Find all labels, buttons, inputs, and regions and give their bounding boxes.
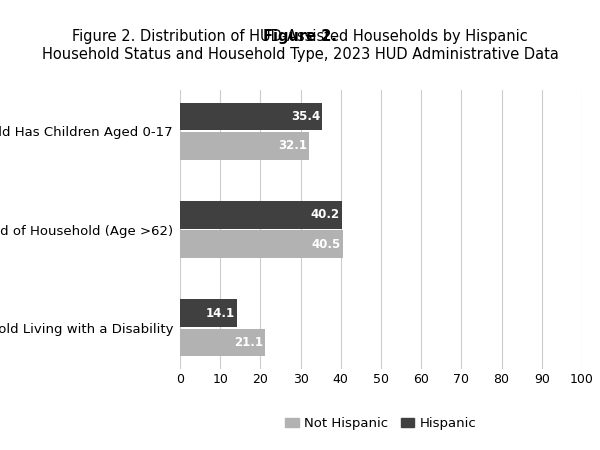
- Text: Figure 2.: Figure 2.: [263, 29, 337, 44]
- Bar: [180, 329, 265, 356]
- Bar: [180, 230, 343, 258]
- Bar: [180, 103, 322, 130]
- Text: 40.5: 40.5: [311, 238, 341, 251]
- Text: 32.1: 32.1: [278, 140, 307, 153]
- Text: Figure 2. Distribution of HUD-Assisted Households by Hispanic: Figure 2. Distribution of HUD-Assisted H…: [72, 29, 528, 44]
- Legend: Not Hispanic, Hispanic: Not Hispanic, Hispanic: [280, 412, 482, 436]
- Text: 14.1: 14.1: [206, 306, 235, 320]
- Text: 21.1: 21.1: [234, 336, 263, 349]
- Bar: [180, 132, 309, 160]
- Bar: [180, 201, 341, 229]
- Text: Household Status and Household Type, 2023 HUD Administrative Data: Household Status and Household Type, 202…: [41, 47, 559, 62]
- Bar: [180, 299, 236, 327]
- Text: 35.4: 35.4: [291, 110, 320, 123]
- Text: 40.2: 40.2: [310, 208, 340, 221]
